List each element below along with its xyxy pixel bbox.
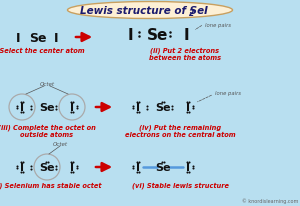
Text: Octet: Octet xyxy=(40,82,55,87)
Text: I: I xyxy=(136,103,140,112)
Text: I: I xyxy=(136,162,140,172)
Text: Se: Se xyxy=(39,103,55,112)
Text: 2: 2 xyxy=(189,8,195,18)
Text: I: I xyxy=(186,162,190,172)
Text: I: I xyxy=(183,27,189,42)
Text: I: I xyxy=(127,27,133,42)
Text: I: I xyxy=(20,103,24,112)
Text: (v) Selenium has stable octet: (v) Selenium has stable octet xyxy=(0,181,102,188)
Text: lone pairs: lone pairs xyxy=(205,22,231,27)
Text: Se: Se xyxy=(39,162,55,172)
Text: Lewis structure of SeI: Lewis structure of SeI xyxy=(80,6,208,16)
Text: lone pairs: lone pairs xyxy=(215,91,241,96)
Text: (ii) Put 2 electrons
between the atoms: (ii) Put 2 electrons between the atoms xyxy=(149,47,221,61)
Text: I: I xyxy=(70,103,74,112)
Text: I: I xyxy=(54,31,58,44)
Text: Se: Se xyxy=(155,162,171,172)
Text: I: I xyxy=(70,162,74,172)
Text: Se: Se xyxy=(29,31,47,44)
Text: Se: Se xyxy=(155,103,171,112)
Text: (iii) Complete the octet on
outside atoms: (iii) Complete the octet on outside atom… xyxy=(0,123,96,137)
Text: I: I xyxy=(16,31,20,44)
Text: (i) Select the center atom: (i) Select the center atom xyxy=(0,47,85,53)
Text: Octet: Octet xyxy=(52,142,68,147)
Text: (vi) Stable lewis structure: (vi) Stable lewis structure xyxy=(131,181,229,188)
Text: I: I xyxy=(186,103,190,112)
Text: I: I xyxy=(20,162,24,172)
Text: © knordislearning.com: © knordislearning.com xyxy=(242,197,298,203)
Text: Se: Se xyxy=(147,27,169,42)
Ellipse shape xyxy=(68,2,232,19)
Text: (iv) Put the remaining
electrons on the central atom: (iv) Put the remaining electrons on the … xyxy=(125,123,235,137)
